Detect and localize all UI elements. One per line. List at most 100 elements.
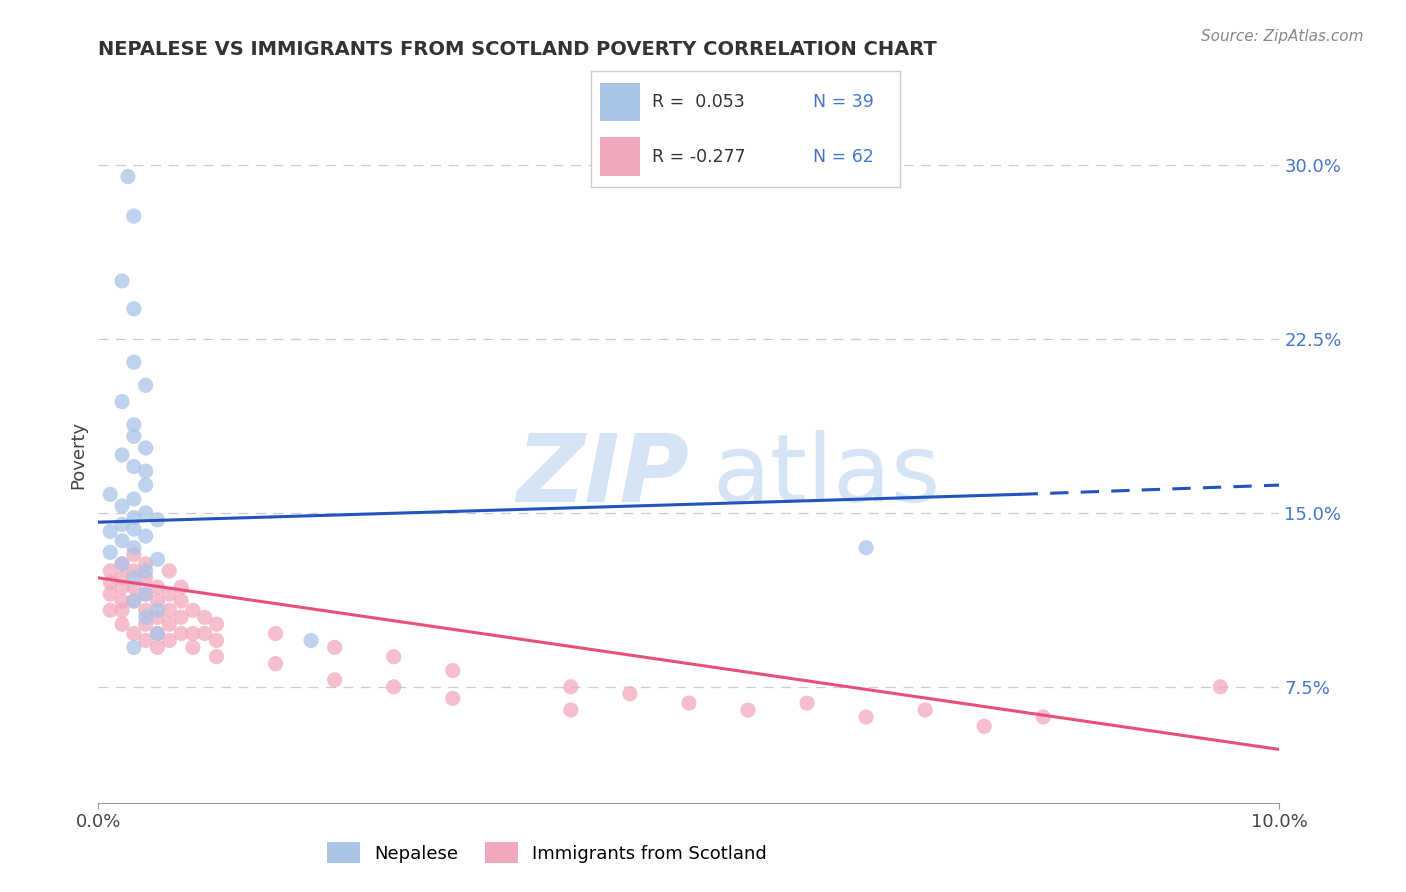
Text: ZIP: ZIP xyxy=(516,430,689,522)
Point xyxy=(122,548,145,562)
Point xyxy=(170,594,193,608)
Y-axis label: Poverty: Poverty xyxy=(69,421,87,489)
Point xyxy=(111,274,134,288)
Point xyxy=(560,703,582,717)
Point xyxy=(135,610,157,624)
Text: NEPALESE VS IMMIGRANTS FROM SCOTLAND POVERTY CORRELATION CHART: NEPALESE VS IMMIGRANTS FROM SCOTLAND POV… xyxy=(98,40,938,59)
Point xyxy=(1209,680,1232,694)
Text: N = 62: N = 62 xyxy=(813,147,875,166)
Legend: Nepalese, Immigrants from Scotland: Nepalese, Immigrants from Scotland xyxy=(321,835,775,871)
Point xyxy=(122,459,145,474)
Point xyxy=(170,626,193,640)
Point xyxy=(135,564,157,578)
Point xyxy=(111,448,134,462)
Point xyxy=(122,640,145,655)
Point xyxy=(181,626,204,640)
Point xyxy=(264,657,287,671)
Point xyxy=(135,529,157,543)
Point xyxy=(323,673,346,687)
Bar xyxy=(600,137,640,176)
Point xyxy=(111,557,134,571)
Text: N = 39: N = 39 xyxy=(813,93,875,112)
Point xyxy=(194,610,217,624)
Point xyxy=(323,640,346,655)
Point xyxy=(441,664,464,678)
Point xyxy=(146,626,169,640)
Text: atlas: atlas xyxy=(713,430,941,522)
Point xyxy=(264,626,287,640)
Text: R =  0.053: R = 0.053 xyxy=(652,93,745,112)
Point xyxy=(98,545,121,559)
Point xyxy=(382,680,405,694)
Point xyxy=(170,610,193,624)
Point xyxy=(122,564,145,578)
Point xyxy=(146,594,169,608)
Point xyxy=(194,626,217,640)
Point xyxy=(737,703,759,717)
Point xyxy=(157,564,180,578)
Text: R = -0.277: R = -0.277 xyxy=(652,147,747,166)
Point xyxy=(111,533,134,548)
Point xyxy=(205,617,228,632)
Point xyxy=(157,633,180,648)
Point xyxy=(122,417,145,432)
Point xyxy=(146,640,169,655)
Point xyxy=(98,603,121,617)
Point xyxy=(855,710,877,724)
Point xyxy=(98,587,121,601)
Point xyxy=(135,587,157,601)
Point xyxy=(135,603,157,617)
Point xyxy=(146,610,169,624)
Point xyxy=(973,719,995,733)
Point xyxy=(122,594,145,608)
Point xyxy=(122,355,145,369)
Point xyxy=(157,587,180,601)
Point xyxy=(441,691,464,706)
Point xyxy=(98,524,121,539)
Point xyxy=(560,680,582,694)
Point xyxy=(122,580,145,594)
Point xyxy=(135,587,157,601)
Point xyxy=(122,301,145,316)
Point xyxy=(157,617,180,632)
Text: Source: ZipAtlas.com: Source: ZipAtlas.com xyxy=(1201,29,1364,44)
Point xyxy=(205,633,228,648)
Point xyxy=(619,687,641,701)
Point xyxy=(111,580,134,594)
Point xyxy=(98,564,121,578)
Point xyxy=(1032,710,1054,724)
Point xyxy=(146,513,169,527)
Point xyxy=(122,571,145,585)
Point xyxy=(146,603,169,617)
Point xyxy=(122,510,145,524)
Point xyxy=(181,640,204,655)
Point xyxy=(205,649,228,664)
Point xyxy=(111,571,134,585)
Point xyxy=(122,541,145,555)
Point xyxy=(111,617,134,632)
Point xyxy=(382,649,405,664)
Point xyxy=(98,575,121,590)
Point xyxy=(122,491,145,506)
Point xyxy=(796,696,818,710)
Point xyxy=(299,633,322,648)
Point xyxy=(111,517,134,532)
Point xyxy=(135,378,157,392)
Point xyxy=(135,506,157,520)
Point xyxy=(135,617,157,632)
Point xyxy=(117,169,139,184)
Point xyxy=(181,603,204,617)
Point xyxy=(111,557,134,571)
Point xyxy=(122,429,145,443)
Point xyxy=(98,487,121,501)
Point xyxy=(122,594,145,608)
Point xyxy=(122,209,145,223)
Bar xyxy=(600,83,640,121)
Point xyxy=(135,633,157,648)
Point xyxy=(122,522,145,536)
Point xyxy=(135,557,157,571)
Point xyxy=(135,464,157,478)
Point xyxy=(855,541,877,555)
Point xyxy=(914,703,936,717)
Point xyxy=(111,394,134,409)
